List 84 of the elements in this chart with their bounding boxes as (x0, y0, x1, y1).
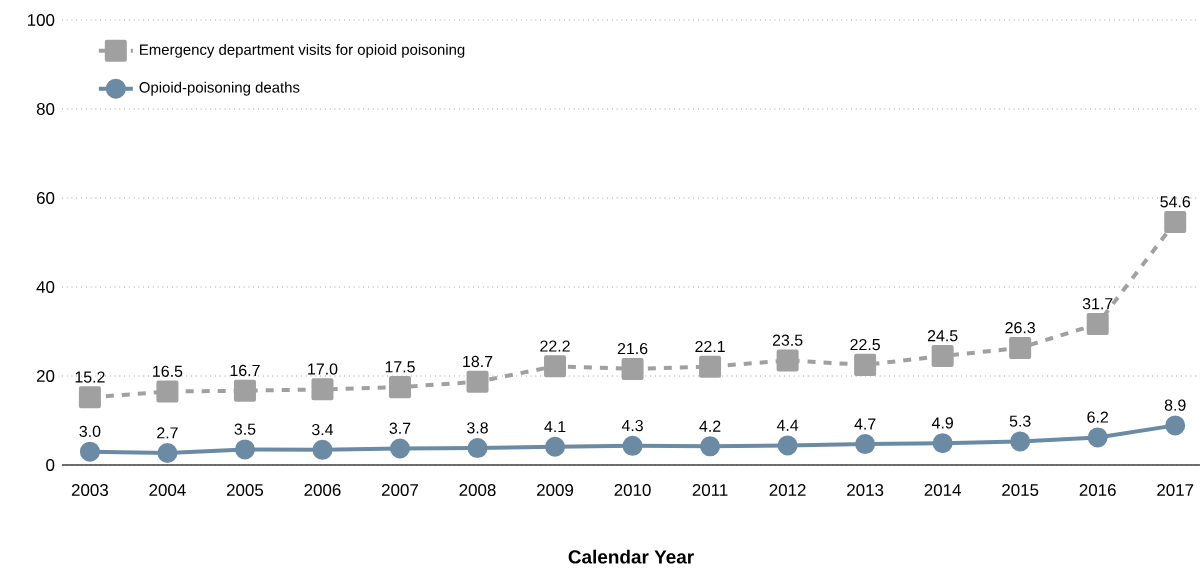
point (311, 378, 334, 401)
data-label: 23.5 (772, 334, 803, 346)
x-tick-label: 2011 (692, 484, 728, 497)
data-label: 3.7 (389, 422, 411, 434)
point (467, 438, 488, 459)
point (545, 436, 566, 457)
point (233, 379, 256, 402)
x-tick-label: 2008 (459, 484, 496, 497)
point (855, 434, 876, 455)
point (621, 357, 644, 380)
point (1165, 415, 1186, 436)
data-label: 3.5 (234, 423, 256, 435)
point (699, 355, 722, 378)
data-label: 26.3 (1005, 322, 1035, 334)
data-label: 4.1 (544, 421, 566, 433)
point (1087, 427, 1108, 448)
y-tick-label: 20 (36, 370, 55, 382)
data-label: 17.0 (308, 363, 338, 375)
point (157, 442, 178, 463)
data-label: 54.6 (1160, 196, 1191, 208)
data-label: 24.5 (927, 330, 958, 342)
data-label: 4.9 (931, 417, 953, 429)
data-label: 22.1 (695, 340, 725, 353)
data-label: 16.5 (153, 365, 183, 377)
data-label: 15.2 (75, 371, 105, 383)
data-label: 22.2 (540, 340, 570, 352)
x-tick-label: 2015 (1002, 484, 1039, 497)
point (79, 441, 100, 462)
x-tick-label: 2007 (382, 484, 418, 497)
point (466, 370, 489, 393)
data-label: 4.7 (854, 418, 876, 430)
data-label: 6.2 (1087, 411, 1108, 423)
x-tick-label: 2012 (769, 484, 806, 497)
point (1009, 336, 1032, 359)
x-tick-label: 2016 (1079, 484, 1116, 497)
point (78, 386, 101, 409)
y-tick-label: 60 (37, 192, 55, 204)
data-label: 5.3 (1009, 415, 1031, 427)
point (388, 376, 411, 399)
legend-label: Emergency department visits for opioid poisoning (140, 43, 465, 58)
point (312, 439, 333, 460)
data-label: 4.4 (776, 419, 799, 431)
x-tick-label: 2017 (1157, 484, 1194, 497)
x-tick-label: 2004 (149, 484, 186, 497)
x-tick-label: 2003 (71, 484, 109, 497)
point (932, 433, 953, 454)
point (1010, 431, 1031, 452)
data-label: 21.6 (617, 342, 648, 355)
point (156, 380, 179, 403)
data-label: 31.7 (1082, 298, 1113, 310)
legend-label: Opioid-poisoning deaths (139, 81, 300, 96)
x-tick-label: 2010 (614, 484, 651, 497)
point (1164, 211, 1187, 234)
point (854, 353, 877, 376)
point (700, 436, 721, 457)
point (1086, 312, 1109, 335)
x-tick-label: 2005 (226, 484, 264, 497)
y-tick-label: 0 (46, 459, 55, 471)
point (776, 349, 799, 372)
data-label: 8.9 (1164, 399, 1186, 411)
point (234, 439, 255, 460)
x-tick-label: 2013 (847, 484, 884, 497)
point (622, 435, 643, 456)
point (389, 438, 410, 459)
point (931, 344, 954, 367)
y-tick-label: 100 (27, 14, 55, 26)
data-label: 4.3 (621, 419, 643, 432)
x-axis-title: Calendar Year (568, 549, 694, 564)
y-tick-label: 80 (36, 103, 55, 115)
data-label: 18.7 (463, 355, 493, 368)
x-tick-label: 2014 (924, 484, 961, 497)
data-label: 3.8 (467, 422, 488, 434)
data-label: 2.7 (157, 427, 178, 439)
x-tick-label: 2006 (304, 484, 341, 497)
data-label: 3.4 (311, 423, 334, 436)
data-label: 3.0 (79, 425, 101, 438)
data-label: 22.5 (850, 338, 880, 351)
y-tick-label: 40 (36, 281, 55, 293)
data-label: 16.7 (230, 364, 260, 377)
data-label: 17.5 (385, 361, 415, 373)
point (544, 355, 567, 378)
point (777, 435, 798, 456)
x-tick-label: 2009 (537, 484, 574, 497)
data-label: 4.2 (699, 420, 721, 432)
